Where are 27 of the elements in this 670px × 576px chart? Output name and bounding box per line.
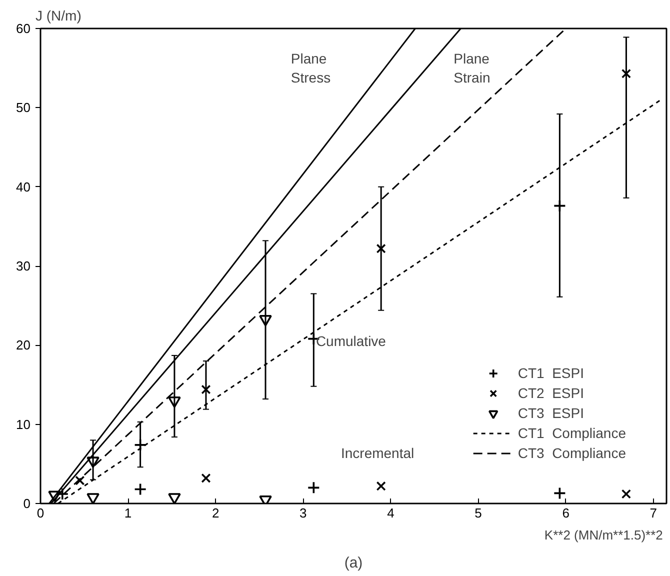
annotation: Plane Stress bbox=[290, 50, 331, 86]
annotation: Cumulative bbox=[316, 333, 386, 350]
y-tick-label: 60 bbox=[16, 21, 31, 36]
x-tick-label: 6 bbox=[562, 506, 570, 520]
y-tick-label: 50 bbox=[16, 100, 31, 116]
y-tick-label: 20 bbox=[16, 338, 31, 353]
text: (a) bbox=[344, 554, 363, 572]
x-tick-label: 5 bbox=[474, 506, 482, 520]
x-tick-label: 3 bbox=[300, 506, 307, 520]
x-tick-label: 2 bbox=[212, 506, 220, 520]
legend-label: CT3 ESPI bbox=[518, 405, 584, 421]
annotation: Incremental bbox=[340, 444, 414, 461]
legend-label: CT1 ESPI bbox=[518, 365, 584, 381]
x-tick-label: 0 bbox=[36, 506, 44, 520]
y-tick-label: 30 bbox=[16, 258, 31, 274]
y-tick-label: 0 bbox=[23, 496, 31, 511]
y-tick-label: 40 bbox=[16, 179, 31, 194]
x-tick-label: 1 bbox=[124, 506, 132, 520]
y-axis-title: J (N/m) bbox=[36, 8, 82, 24]
y-tick-label: 10 bbox=[16, 416, 31, 432]
x-tick-label: 4 bbox=[387, 506, 394, 520]
legend-label: CT1 Compliance bbox=[518, 425, 626, 441]
x-tick-label: 7 bbox=[650, 506, 657, 520]
legend-label: CT3 Compliance bbox=[518, 445, 626, 461]
x-axis-title: K**2 (MN/m**1.5)**2 bbox=[544, 528, 663, 542]
annotation: Plane Strain bbox=[454, 50, 490, 86]
legend-label: CT2 ESPI bbox=[518, 385, 584, 401]
